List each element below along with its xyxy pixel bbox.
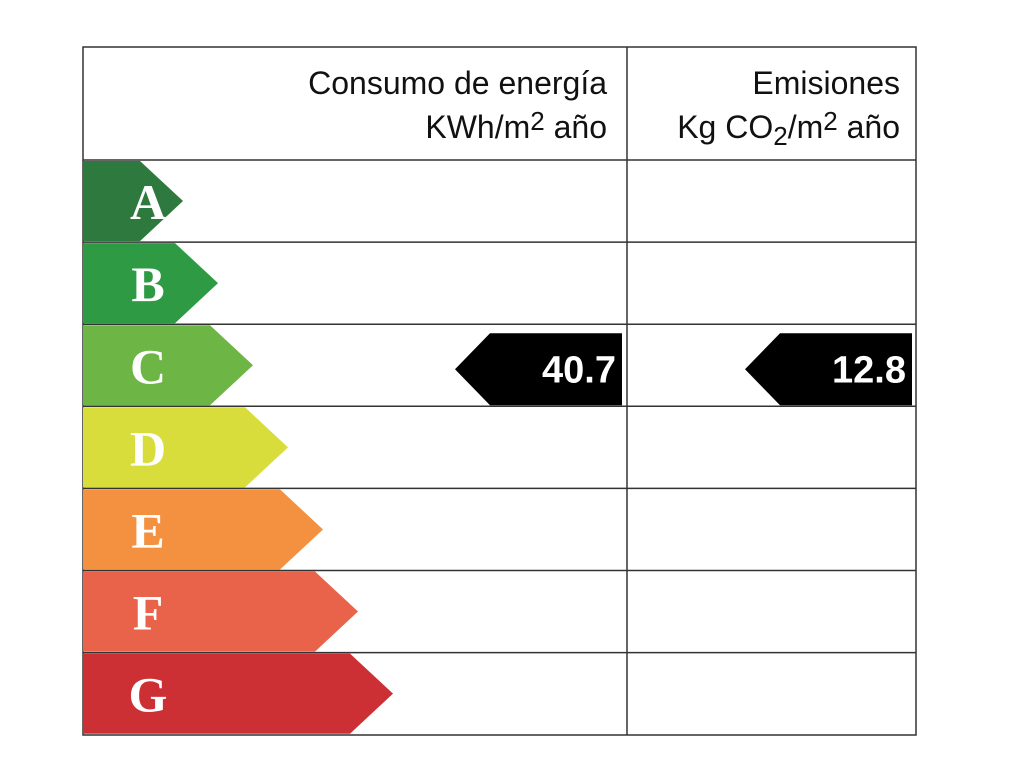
indicator-value: 12.8: [832, 349, 906, 391]
rating-letter: B: [131, 256, 164, 312]
unit-text: KWh/m: [425, 109, 530, 145]
unit-text: /m: [788, 109, 824, 145]
consumption-title: Consumo de energía: [308, 65, 607, 101]
unit-sup: 2: [530, 106, 544, 136]
consumption-unit: KWh/m2 año: [425, 106, 607, 145]
rating-arrow: [83, 407, 288, 488]
unit-text: Kg CO: [677, 109, 773, 145]
rating-letter: E: [131, 502, 164, 558]
rating-letter: D: [130, 420, 166, 476]
rating-letter: F: [133, 585, 164, 641]
rating-letter: C: [130, 338, 166, 394]
rating-arrow: [83, 243, 218, 324]
rating-arrow: [83, 489, 323, 570]
rating-arrow: [83, 161, 183, 242]
emissions-title: Emisiones: [752, 65, 900, 101]
rating-letter: G: [129, 667, 168, 723]
rating-arrow: [83, 653, 393, 734]
indicator-value: 40.7: [542, 349, 616, 391]
unit-sup: 2: [823, 106, 837, 136]
unit-text: año: [545, 109, 607, 145]
rating-arrow: [83, 571, 358, 652]
emissions-unit: Kg CO2/m2 año: [677, 106, 900, 150]
unit-text: año: [838, 109, 900, 145]
rating-letter: A: [130, 174, 166, 230]
rating-arrow: [83, 325, 253, 406]
indicator-arrow: [745, 333, 912, 406]
unit-sub: 2: [773, 121, 787, 151]
indicator-arrow: [455, 333, 622, 406]
